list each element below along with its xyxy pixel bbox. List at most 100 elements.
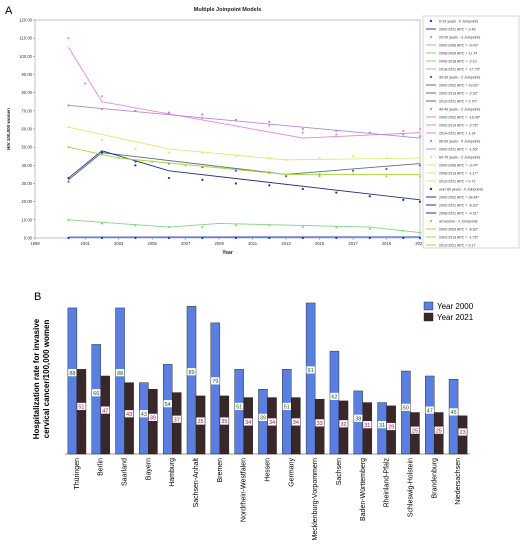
legend-entry: all women - 2 Joinpoints bbox=[439, 219, 478, 223]
data-label: 51 bbox=[78, 405, 84, 411]
legend-entry: 2000-2003 APC = -6.62* bbox=[439, 227, 479, 231]
legend-entry: 50-59 years - 0 Joinpoints bbox=[439, 139, 481, 143]
bar-year-2000 bbox=[235, 369, 244, 454]
data-point-series-6 bbox=[67, 177, 69, 179]
y-tick-label: 60.00 bbox=[22, 127, 33, 132]
data-point-series-5 bbox=[285, 159, 287, 161]
y-tick-label: 80.00 bbox=[22, 90, 33, 95]
y-tick-label: 50.00 bbox=[22, 145, 33, 150]
data-point-series-0 bbox=[201, 237, 203, 239]
data-label: 43 bbox=[141, 412, 147, 418]
data-point-series-4 bbox=[302, 128, 304, 130]
category-label: Saarland bbox=[122, 458, 129, 486]
data-point-series-4 bbox=[419, 135, 421, 137]
data-point-series-7 bbox=[67, 146, 69, 148]
legend-entry: 40-49 years - 2 Joinpoints bbox=[439, 107, 481, 111]
data-label: 43 bbox=[126, 412, 132, 418]
data-point-series-7 bbox=[185, 164, 187, 166]
data-point-series-5 bbox=[235, 155, 237, 157]
chart-a-plot-frame bbox=[35, 20, 420, 238]
data-label: 33 bbox=[317, 421, 323, 427]
data-point-series-3 bbox=[268, 124, 270, 126]
data-point-series-1 bbox=[134, 224, 136, 226]
bar-year-2021 bbox=[77, 369, 86, 454]
category-label: Thüringen bbox=[74, 458, 81, 490]
data-point-series-0 bbox=[67, 237, 69, 239]
data-point-series-0 bbox=[168, 237, 170, 239]
fit-line-series-7 bbox=[68, 147, 420, 174]
data-point-series-5 bbox=[201, 152, 203, 154]
legend-marker bbox=[430, 188, 432, 190]
data-label: 25 bbox=[436, 428, 442, 434]
x-tick-label: 2009 bbox=[214, 241, 224, 246]
bar-year-2000 bbox=[116, 308, 125, 454]
data-point-series-5 bbox=[134, 148, 136, 150]
data-label: 32 bbox=[340, 422, 346, 428]
chart-a-xlabel: Year bbox=[222, 250, 233, 256]
data-point-series-6 bbox=[201, 179, 203, 181]
legend-marker bbox=[430, 76, 432, 78]
bar-year-2021 bbox=[148, 389, 157, 454]
data-point-series-7 bbox=[419, 175, 421, 177]
legend-entry: 2003-2013 APC = -1.75* bbox=[439, 235, 479, 239]
data-label: 88 bbox=[117, 371, 123, 377]
bar-year-2000 bbox=[92, 344, 101, 454]
data-label: 89 bbox=[188, 370, 194, 376]
legend-marker bbox=[430, 220, 432, 222]
data-point-series-0 bbox=[101, 237, 103, 239]
bar-year-2000 bbox=[187, 306, 196, 454]
y-tick-label: 40.00 bbox=[22, 163, 33, 168]
data-point-series-7 bbox=[385, 175, 387, 177]
data-label: 51 bbox=[236, 405, 242, 411]
bar-year-2021 bbox=[101, 376, 110, 454]
data-label: 54 bbox=[165, 402, 171, 408]
data-point-series-1 bbox=[302, 226, 304, 228]
data-point-series-6 bbox=[419, 201, 421, 203]
legend-label: Year 2000 bbox=[437, 302, 474, 311]
category-label: Schleswig-Holstein bbox=[407, 458, 414, 517]
legend-swatch-year-2021 bbox=[424, 313, 433, 321]
data-point-series-0 bbox=[235, 237, 237, 239]
legend-marker bbox=[430, 140, 432, 142]
legend-entry: 2000-2021 APC = 2.46 bbox=[439, 27, 475, 31]
y-tick-label: 90.00 bbox=[22, 72, 33, 77]
data-point-series-0 bbox=[369, 237, 371, 239]
legend-entry: 30-39 years - 2 Joinpoints bbox=[439, 75, 481, 79]
data-point-series-7 bbox=[352, 173, 354, 175]
data-label: 47 bbox=[102, 408, 108, 414]
data-point-series-5 bbox=[318, 157, 320, 159]
data-point-series-0 bbox=[268, 237, 270, 239]
chart-b-ylabel-line1: Hospitalization rate for invasive bbox=[32, 318, 41, 439]
chart-a-ylabel: HIV 100,000 women bbox=[6, 108, 11, 150]
data-point-series-3 bbox=[335, 133, 337, 135]
data-label: 79 bbox=[212, 379, 218, 385]
y-tick-label: 0.00 bbox=[24, 236, 33, 241]
data-point-series-4 bbox=[402, 133, 404, 135]
bar-year-2000 bbox=[211, 323, 220, 454]
category-label: Hamburg bbox=[169, 458, 176, 487]
bar-year-2000 bbox=[163, 364, 172, 454]
data-label: 23 bbox=[460, 430, 466, 436]
bar-year-2000 bbox=[449, 379, 458, 454]
category-label: Rheinland-Pfalz bbox=[384, 458, 391, 508]
legend-entry: 2018-2021 APC = -17.75* bbox=[439, 67, 481, 71]
data-point-series-0 bbox=[302, 237, 304, 239]
data-point-series-4 bbox=[168, 112, 170, 114]
data-point-series-4 bbox=[134, 110, 136, 112]
legend-marker bbox=[430, 156, 432, 158]
data-point-series-1 bbox=[369, 228, 371, 230]
category-label: Berlin bbox=[98, 458, 105, 476]
data-point-series-4 bbox=[201, 113, 203, 115]
data-point-series-3 bbox=[302, 132, 304, 134]
data-point-series-3 bbox=[101, 95, 103, 97]
legend-entry: 2014-2021 APC = 1.34 bbox=[439, 131, 475, 135]
data-point-series-4 bbox=[335, 130, 337, 132]
category-label: Niedersachsen bbox=[455, 458, 462, 505]
y-tick-label: 10.00 bbox=[22, 217, 33, 222]
chart-a-title: Multiple Joinpoint Models bbox=[194, 7, 262, 13]
legend-entry: 2000-2002 APC = 28.84* bbox=[439, 195, 479, 199]
data-label: 39 bbox=[260, 416, 266, 422]
data-label: 37 bbox=[174, 417, 180, 423]
data-point-series-5 bbox=[385, 157, 387, 159]
